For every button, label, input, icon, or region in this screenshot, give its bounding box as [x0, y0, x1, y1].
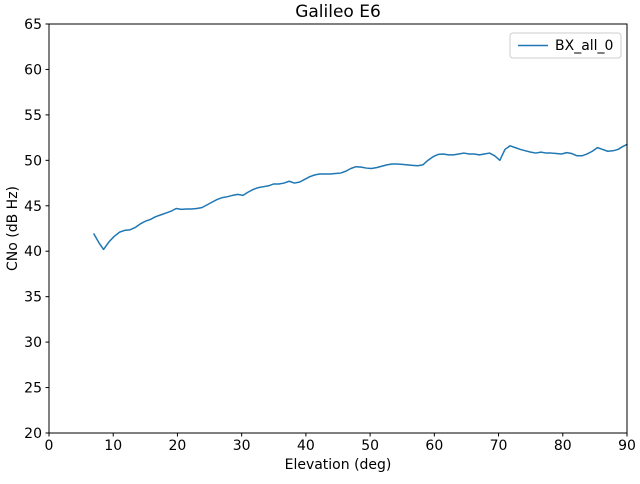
axes-spines — [48, 23, 628, 434]
legend-box — [509, 32, 622, 59]
series-line-BX_all_0 — [93, 143, 628, 251]
y-tick-label: 45 — [24, 199, 42, 215]
legend: BX_all_0 — [509, 32, 622, 59]
chart-title: Galileo E6 — [295, 2, 381, 22]
y-tick-label: 40 — [24, 244, 42, 260]
legend-entry-label: BX_all_0 — [555, 38, 613, 54]
x-tick-label: 70 — [490, 438, 508, 454]
x-tick-label: 0 — [45, 438, 54, 454]
y-tick-label: 55 — [24, 108, 42, 124]
x-tick-label: 60 — [425, 438, 443, 454]
x-tick-label: 80 — [554, 438, 572, 454]
y-tick-label: 50 — [24, 153, 42, 169]
y-tick-label: 25 — [24, 381, 42, 397]
series-lines — [93, 143, 628, 251]
axis-ticks: 0 10 20 30 40 50 60 70 80 90 20 25 30 35 40 45 50 55 60 65 — [24, 17, 636, 454]
y-axis-label: CNo (dB Hz) — [5, 186, 21, 271]
y-tick-label: 20 — [24, 426, 42, 442]
y-tick-label: 35 — [24, 290, 42, 306]
x-tick-label: 10 — [104, 438, 122, 454]
x-tick-label: 20 — [169, 438, 187, 454]
y-tick-label: 30 — [24, 335, 42, 351]
x-tick-label: 50 — [361, 438, 379, 454]
x-axis-label: Elevation (deg) — [285, 457, 392, 473]
plot-area — [49, 24, 627, 433]
x-tick-label: 90 — [618, 438, 636, 454]
x-tick-label: 30 — [233, 438, 251, 454]
x-tick-label: 40 — [297, 438, 315, 454]
y-tick-label: 65 — [24, 17, 42, 33]
y-tick-label: 60 — [24, 62, 42, 78]
